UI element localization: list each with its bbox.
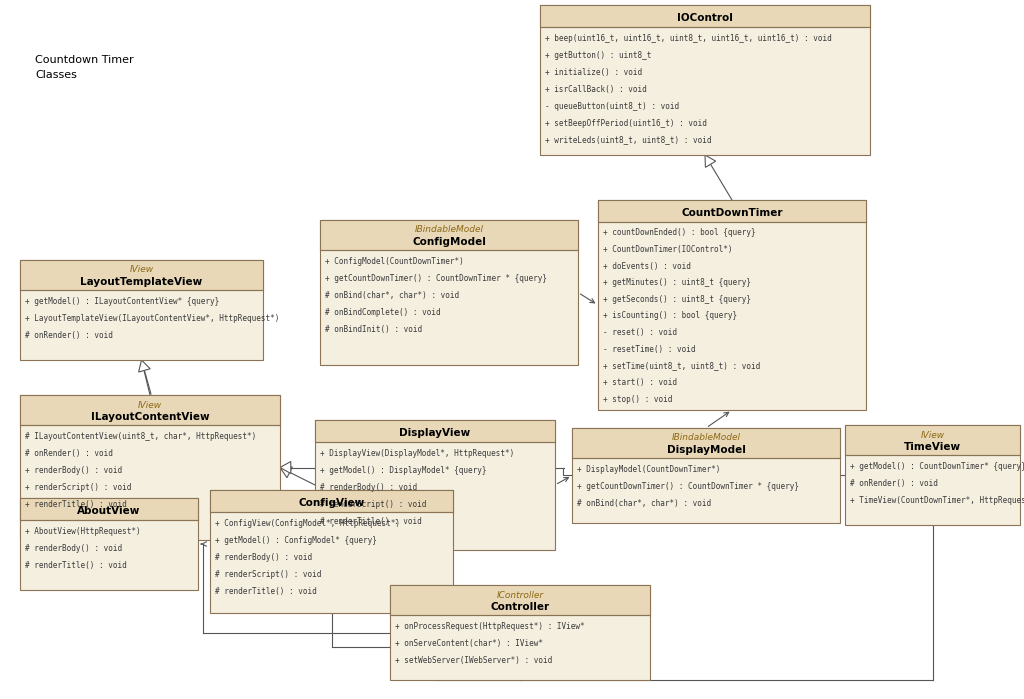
- Text: + renderTitle() : void: + renderTitle() : void: [25, 500, 127, 509]
- Text: + getCountDownTimer() : CountDownTimer * {query}: + getCountDownTimer() : CountDownTimer *…: [325, 273, 547, 282]
- Text: + TimeView(CountDownTimer*, HttpRequest*): + TimeView(CountDownTimer*, HttpRequest*…: [850, 496, 1024, 505]
- Polygon shape: [280, 467, 292, 477]
- Bar: [315, 420, 555, 442]
- Text: IView: IView: [129, 266, 154, 275]
- Text: + CountDownTimer(IOControl*): + CountDownTimer(IOControl*): [603, 245, 732, 254]
- Text: + setTime(uint8_t, uint8_t) : void: + setTime(uint8_t, uint8_t) : void: [603, 361, 760, 370]
- Polygon shape: [150, 534, 161, 546]
- Bar: [845, 425, 1020, 525]
- Polygon shape: [138, 360, 151, 372]
- Text: + getCountDownTimer() : CountDownTimer * {query}: + getCountDownTimer() : CountDownTimer *…: [577, 482, 799, 491]
- Text: + getMinutes() : uint8_t {query}: + getMinutes() : uint8_t {query}: [603, 278, 751, 287]
- Text: + LayoutTemplateView(ILayoutContentView*, HttpRequest*): + LayoutTemplateView(ILayoutContentView*…: [25, 314, 280, 322]
- Bar: [598, 200, 866, 410]
- Bar: [315, 420, 555, 550]
- Text: CountDownTimer: CountDownTimer: [681, 208, 782, 218]
- Text: ILayoutContentView: ILayoutContentView: [91, 412, 209, 422]
- Text: - queueButton(uint8_t) : void: - queueButton(uint8_t) : void: [545, 101, 679, 110]
- Text: # onRender() : void: # onRender() : void: [850, 479, 938, 487]
- Text: # renderBody() : void: # renderBody() : void: [25, 544, 122, 552]
- Bar: [20, 498, 198, 520]
- Text: + onProcessRequest(HttpRequest*) : IView*: + onProcessRequest(HttpRequest*) : IView…: [395, 621, 585, 630]
- Text: + setBeepOffPeriod(uint16_t) : void: + setBeepOffPeriod(uint16_t) : void: [545, 119, 707, 127]
- Text: IView: IView: [921, 431, 944, 440]
- Text: + isCounting() : bool {query}: + isCounting() : bool {query}: [603, 312, 737, 321]
- Text: + getModel() : DisplayModel* {query}: + getModel() : DisplayModel* {query}: [319, 466, 486, 475]
- Text: + AboutView(HttpRequest*): + AboutView(HttpRequest*): [25, 526, 140, 535]
- Text: + renderBody() : void: + renderBody() : void: [25, 466, 122, 475]
- Text: # renderScript() : void: # renderScript() : void: [215, 570, 322, 579]
- Text: # renderBody() : void: # renderBody() : void: [319, 482, 417, 491]
- Text: + getModel() : ConfigModel* {query}: + getModel() : ConfigModel* {query}: [215, 535, 377, 545]
- Text: Controller: Controller: [490, 602, 550, 612]
- Text: + getModel() : ILayoutContentView* {query}: + getModel() : ILayoutContentView* {quer…: [25, 296, 219, 305]
- Polygon shape: [705, 155, 716, 167]
- Text: IOControl: IOControl: [677, 13, 733, 23]
- Polygon shape: [280, 461, 291, 473]
- Text: + doEvents() : void: + doEvents() : void: [603, 261, 691, 271]
- Text: IBindableModel: IBindableModel: [415, 226, 483, 234]
- Text: + start() : void: + start() : void: [603, 378, 677, 387]
- Text: + getButton() : uint8_t: + getButton() : uint8_t: [545, 50, 651, 59]
- Text: + DisplayView(DisplayModel*, HttpRequest*): + DisplayView(DisplayModel*, HttpRequest…: [319, 449, 514, 458]
- Text: LayoutTemplateView: LayoutTemplateView: [80, 277, 203, 287]
- Text: # onBind(char*, char*) : void: # onBind(char*, char*) : void: [577, 498, 711, 507]
- Text: + beep(uint16_t, uint16_t, uint8_t, uint16_t, uint16_t) : void: + beep(uint16_t, uint16_t, uint8_t, uint…: [545, 34, 831, 43]
- Bar: [210, 490, 453, 512]
- Bar: [20, 395, 280, 540]
- Text: # onBind(char*, char*) : void: # onBind(char*, char*) : void: [325, 291, 459, 300]
- Text: # renderScript() : void: # renderScript() : void: [319, 500, 426, 509]
- Text: + countDownEnded() : bool {query}: + countDownEnded() : bool {query}: [603, 229, 756, 238]
- Text: # onBindInit() : void: # onBindInit() : void: [325, 324, 422, 333]
- Bar: [319, 220, 578, 365]
- Text: + ConfigModel(CountDownTimer*): + ConfigModel(CountDownTimer*): [325, 257, 464, 266]
- Text: # onRender() : void: # onRender() : void: [25, 449, 113, 458]
- Bar: [572, 428, 840, 523]
- Text: ConfigModel: ConfigModel: [412, 237, 486, 247]
- Bar: [540, 5, 870, 27]
- Text: Countdown Timer
Classes: Countdown Timer Classes: [35, 55, 133, 80]
- Polygon shape: [139, 534, 150, 546]
- Text: IController: IController: [497, 591, 544, 600]
- Text: - reset() : void: - reset() : void: [603, 328, 677, 337]
- Text: # renderTitle() : void: # renderTitle() : void: [319, 517, 422, 526]
- Bar: [20, 260, 263, 360]
- Bar: [598, 200, 866, 222]
- Text: # renderTitle() : void: # renderTitle() : void: [215, 586, 316, 596]
- Text: + renderScript() : void: + renderScript() : void: [25, 482, 131, 491]
- Text: ConfigView: ConfigView: [298, 498, 365, 508]
- Text: DisplayView: DisplayView: [399, 428, 471, 438]
- Text: # ILayoutContentView(uint8_t, char*, HttpRequest*): # ILayoutContentView(uint8_t, char*, Htt…: [25, 431, 256, 440]
- Text: IView: IView: [138, 401, 162, 410]
- Text: - resetTime() : void: - resetTime() : void: [603, 345, 695, 354]
- Text: + ConfigView(ConfigModel*, HttpRequest*): + ConfigView(ConfigModel*, HttpRequest*): [215, 519, 400, 528]
- Text: + stop() : void: + stop() : void: [603, 395, 673, 404]
- Text: + DisplayModel(CountDownTimer*): + DisplayModel(CountDownTimer*): [577, 465, 720, 473]
- Bar: [319, 220, 578, 250]
- Text: DisplayModel: DisplayModel: [667, 445, 745, 455]
- Bar: [390, 585, 650, 615]
- Bar: [845, 425, 1020, 455]
- Text: + writeLeds(uint8_t, uint8_t) : void: + writeLeds(uint8_t, uint8_t) : void: [545, 136, 712, 145]
- Bar: [390, 585, 650, 680]
- Bar: [572, 428, 840, 458]
- Text: + onServeContent(char*) : IView*: + onServeContent(char*) : IView*: [395, 639, 543, 647]
- Text: + getModel() : CountDownTimer* {query}: + getModel() : CountDownTimer* {query}: [850, 461, 1024, 470]
- Text: # renderBody() : void: # renderBody() : void: [215, 552, 312, 561]
- Text: + getSeconds() : uint8_t {query}: + getSeconds() : uint8_t {query}: [603, 295, 751, 304]
- Text: # onBindComplete() : void: # onBindComplete() : void: [325, 308, 440, 317]
- Bar: [20, 498, 198, 590]
- Text: TimeView: TimeView: [904, 442, 962, 452]
- Text: # onRender() : void: # onRender() : void: [25, 331, 113, 340]
- Text: + initialize() : void: + initialize() : void: [545, 68, 642, 77]
- Bar: [20, 260, 263, 290]
- Text: + isrCallBack() : void: + isrCallBack() : void: [545, 85, 647, 94]
- Text: AboutView: AboutView: [78, 506, 140, 516]
- Text: # renderTitle() : void: # renderTitle() : void: [25, 561, 127, 570]
- Bar: [20, 395, 280, 425]
- Text: + setWebServer(IWebServer*) : void: + setWebServer(IWebServer*) : void: [395, 656, 552, 665]
- Text: IBindableModel: IBindableModel: [672, 433, 740, 442]
- Bar: [210, 490, 453, 613]
- Bar: [540, 5, 870, 155]
